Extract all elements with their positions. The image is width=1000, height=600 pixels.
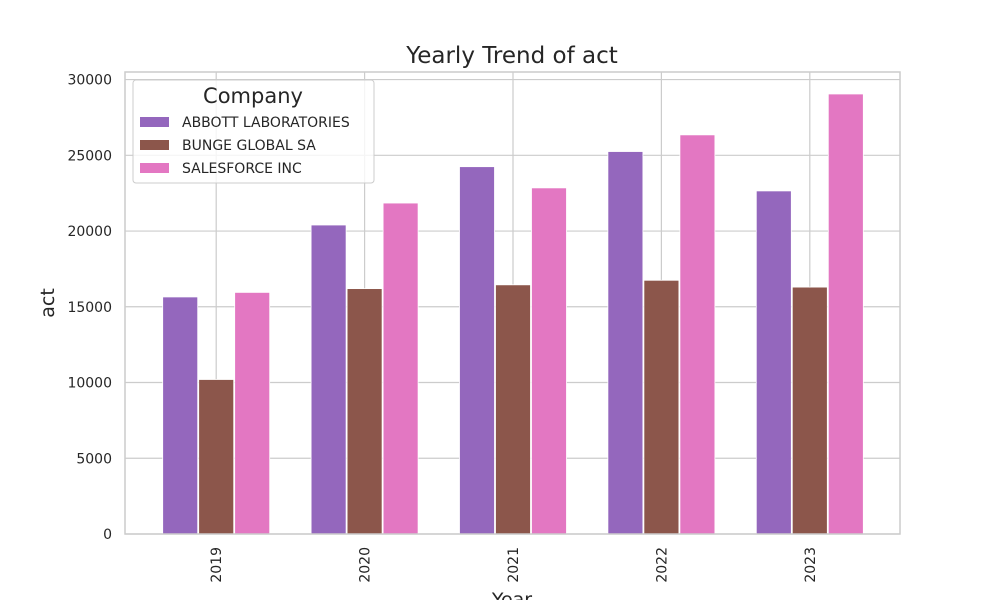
legend-label: SALESFORCE INC [182, 161, 302, 177]
bar [346, 288, 383, 535]
legend-box [132, 79, 375, 184]
x-tick-label: 2020 [358, 547, 374, 583]
y-tick-label: 20000 [67, 224, 112, 240]
legend-label: ABBOTT LABORATORIES [182, 115, 350, 131]
legend: Company ABBOTT LABORATORIES BUNGE GLOBAL … [132, 79, 375, 184]
bar [755, 190, 792, 535]
bar [607, 151, 644, 535]
y-axis-ticks: 0 5000 10000 15000 20000 25000 30000 [67, 73, 112, 543]
bar [531, 187, 567, 535]
legend-swatch [140, 140, 169, 150]
legend-label: BUNGE GLOBAL SA [182, 138, 316, 154]
bar [827, 93, 864, 535]
legend-items: ABBOTT LABORATORIES BUNGE GLOBAL SA SALESF… [140, 115, 350, 177]
bar [234, 291, 271, 535]
x-tick-label: 2019 [209, 547, 225, 583]
x-axis-label: Year [491, 589, 532, 600]
plot-frame [124, 71, 901, 535]
bar [198, 379, 235, 535]
y-tick-label: 15000 [67, 300, 112, 316]
y-tick-label: 5000 [76, 451, 112, 467]
chart-title: Yearly Trend of act [405, 43, 618, 69]
bar [643, 279, 680, 535]
x-tick-label: 2021 [506, 547, 522, 583]
legend-swatch [140, 117, 169, 127]
bar [495, 284, 531, 535]
bar [162, 296, 199, 535]
x-tick-label: 2023 [803, 547, 819, 583]
y-tick-label: 25000 [67, 148, 112, 164]
bar [679, 134, 716, 535]
y-tick-label: 10000 [67, 376, 112, 392]
bar [310, 224, 347, 535]
y-axis-label: act [37, 288, 59, 318]
legend-title: Company [203, 84, 303, 108]
x-tick-label: 2022 [654, 547, 670, 583]
x-axis-ticks: 2019 2020 2021 2022 2023 [209, 547, 819, 583]
bar [791, 286, 828, 535]
bar [459, 166, 495, 535]
y-tick-label: 0 [103, 527, 112, 543]
bar-group [162, 93, 864, 535]
legend-swatch [140, 163, 169, 173]
y-tick-label: 30000 [67, 73, 112, 89]
bar [382, 202, 419, 535]
